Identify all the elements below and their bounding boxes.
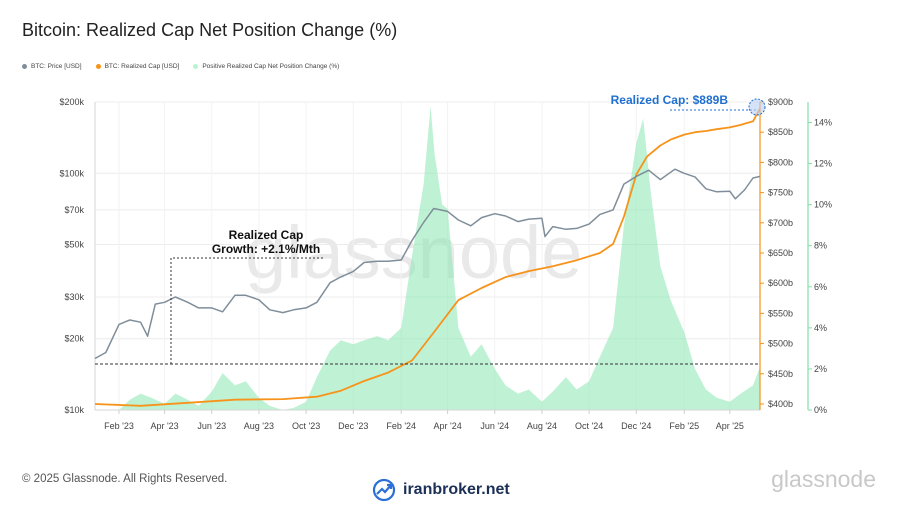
tick-label-cap-3: $550b <box>768 308 793 318</box>
position-change-area <box>95 106 760 410</box>
annotations: Realized Cap Growth: +2.1%/Mth Realized … <box>95 93 766 365</box>
series-lines <box>94 108 761 407</box>
tick-label-price-3: $50k <box>64 240 84 250</box>
tick-label-cap-0: $400b <box>768 399 793 409</box>
tick-label-pct-4: 8% <box>814 241 827 251</box>
copyright-text: © 2025 Glassnode. All Rights Reserved. <box>22 473 228 485</box>
tick-label-x-4: Oct '23 <box>292 421 320 431</box>
tick-label-cap-1: $450b <box>768 369 793 379</box>
legend-item-position-change[interactable]: Positive Realized Cap Net Position Chang… <box>193 63 339 70</box>
growth-bracket <box>170 257 325 364</box>
line-price <box>94 168 761 360</box>
tick-label-cap-5: $650b <box>768 248 793 258</box>
tick-label-x-1: Apr '23 <box>150 421 178 431</box>
tick-label-x-10: Oct '24 <box>575 421 603 431</box>
tick-label-price-4: $70k <box>64 205 84 215</box>
tick-label-price-0: $10k <box>64 405 84 415</box>
growth-label-line2: Growth: +2.1%/Mth <box>212 242 320 256</box>
tick-label-price-6: $200k <box>59 97 84 107</box>
tick-label-x-7: Apr '24 <box>433 421 461 431</box>
legend: BTC: Price [USD] BTC: Realized Cap [USD]… <box>22 63 339 70</box>
tick-label-x-6: Feb '24 <box>386 421 416 431</box>
growth-label-line1: Realized Cap <box>229 228 304 242</box>
chart-arrow-icon <box>372 478 396 502</box>
tick-label-price-5: $100k <box>59 168 84 178</box>
tick-label-cap-8: $800b <box>768 157 793 167</box>
tick-label-cap-2: $500b <box>768 339 793 349</box>
tick-label-cap-9: $850b <box>768 127 793 137</box>
cap-highlight-circle <box>748 98 766 116</box>
tick-label-cap-6: $700b <box>768 218 793 228</box>
legend-dot-price <box>22 64 27 69</box>
tick-label-pct-1: 2% <box>814 364 827 374</box>
tick-label-price-2: $30k <box>64 292 84 302</box>
area-position-change <box>95 106 760 410</box>
cap-label: Realized Cap: $889B <box>611 93 729 107</box>
glassnode-logo: glassnode <box>771 466 876 492</box>
tick-label-x-0: Feb '23 <box>104 421 134 431</box>
legend-label-realized-cap: BTC: Realized Cap [USD] <box>104 63 180 70</box>
legend-label-position-change: Positive Realized Cap Net Position Chang… <box>202 63 340 70</box>
tick-label-x-11: Dec '24 <box>621 421 651 431</box>
tick-label-x-3: Aug '23 <box>244 421 274 431</box>
tick-label-pct-3: 6% <box>814 282 827 292</box>
chart-title: Bitcoin: Realized Cap Net Position Chang… <box>22 20 398 40</box>
brand[interactable]: iranbroker.net <box>372 478 510 502</box>
tick-label-price-1: $20k <box>64 334 84 344</box>
tick-label-pct-0: 0% <box>814 405 827 415</box>
tick-label-cap-10: $900b <box>768 97 793 107</box>
tick-label-pct-2: 4% <box>814 323 827 333</box>
legend-item-realized-cap[interactable]: BTC: Realized Cap [USD] <box>95 63 180 70</box>
tick-label-x-9: Aug '24 <box>527 421 557 431</box>
line-realized-cap <box>94 108 761 407</box>
tick-label-x-5: Dec '23 <box>338 421 368 431</box>
tick-label-cap-4: $600b <box>768 278 793 288</box>
tick-label-pct-7: 14% <box>814 118 832 128</box>
tick-label-x-12: Feb '25 <box>669 421 699 431</box>
tick-label-pct-5: 10% <box>814 200 832 210</box>
axes: $10k $20k $30k $50k $70k $100k $200k $400b $450b… <box>59 97 832 431</box>
tick-label-x-8: Jun '24 <box>480 421 509 431</box>
legend-dot-realized-cap <box>95 64 101 69</box>
tick-label-x-13: Apr '25 <box>716 421 744 431</box>
legend-dot-position-change <box>193 64 199 69</box>
brand-text: iranbroker.net <box>403 481 510 498</box>
tick-label-x-2: Jun '23 <box>197 421 226 431</box>
tick-label-cap-7: $750b <box>768 188 793 198</box>
legend-item-price[interactable]: BTC: Price [USD] <box>22 63 82 70</box>
legend-label-price: BTC: Price [USD] <box>31 63 82 70</box>
tick-label-pct-6: 12% <box>814 159 832 169</box>
